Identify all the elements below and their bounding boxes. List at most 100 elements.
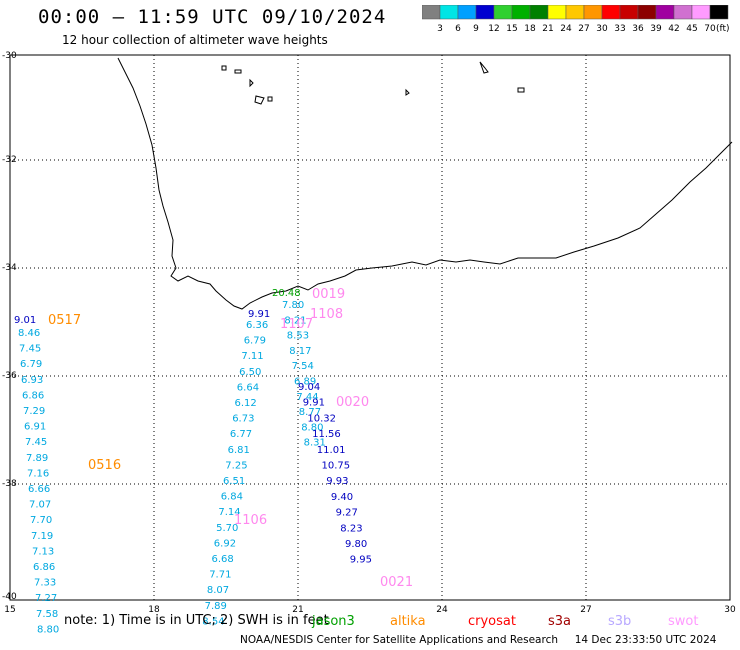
satellite-legend: jason3 altika cryosat s3a s3b swot (311, 614, 698, 629)
longitude-label: 24 (436, 605, 448, 615)
wave-height-value: 8.54 (202, 616, 224, 627)
wave-height-value: 6.81 (228, 445, 250, 456)
wave-height-value: 9.91 (248, 309, 270, 320)
colorbar-label: 70 (704, 24, 716, 34)
map-frame (9, 54, 731, 601)
wave-height-value: 10.75 (322, 461, 351, 472)
wave-height-value: 6.93 (21, 375, 43, 386)
colorbar-label: 6 (455, 24, 461, 34)
wave-height-value: 7.13 (32, 546, 54, 557)
wave-height-value: 7.27 (35, 593, 57, 604)
wave-height-value: 8.77 (299, 407, 321, 418)
axis-labels: 15 18 21 24 27 30 -30 -32 -34 -36 -38 -40 (2, 51, 736, 615)
latitude-label: -40 (2, 592, 17, 602)
footer-credit: NOAA/NESDIS Center for Satellite Applica… (240, 634, 558, 646)
wave-height-value: 7.45 (25, 437, 47, 448)
wave-height-value: 7.14 (218, 507, 240, 518)
wave-height-value: 10.32 (307, 413, 336, 424)
latitude-label: -34 (2, 263, 17, 273)
legend-note: note: 1) Time is in UTC; 2) SWH is in fe… (64, 613, 329, 628)
wave-height-value: 7.19 (31, 531, 53, 542)
wave-height-value: 7.11 (241, 351, 263, 362)
wave-height-value: 7.80 (282, 300, 304, 311)
wave-height-value: 7.33 (34, 578, 56, 589)
footer-timestamp: 14 Dec 23:33:50 UTC 2024 (574, 634, 717, 646)
colorbar-label: 18 (524, 24, 536, 34)
longitude-label: 15 (4, 605, 15, 615)
wave-height-value: 9.27 (336, 508, 358, 519)
wave-height-value: 6.12 (235, 398, 257, 409)
wave-height-value: 6.68 (212, 554, 234, 565)
wave-height-value: 7.54 (292, 361, 314, 372)
wave-height-value: 6.51 (223, 476, 245, 487)
longitude-label: 21 (292, 605, 303, 615)
wave-height-value: 6.64 (237, 382, 259, 393)
latitude-label: -38 (2, 479, 17, 489)
wave-height-value: 6.91 (24, 422, 46, 433)
note-text: note: 1) Time is in UTC; 2) SWH is in fe… (64, 613, 329, 628)
wave-height-value: 20.48 (272, 288, 301, 299)
wave-height-value: 6.77 (230, 429, 252, 440)
wave-height-value: 6.89 (294, 377, 316, 388)
wave-height-value: 6.79 (20, 359, 42, 370)
colorbar-label: 9 (473, 24, 479, 34)
coastline (117, 57, 733, 310)
wave-height-value: 6.86 (22, 390, 44, 401)
colorbar-label: 36 (632, 24, 644, 34)
altimeter-tracks: 8.46 7.45 6.79 6.93 6.86 7.29 6.91 7.45 7.89 7.16… (14, 288, 372, 635)
wave-height-value: 6.50 (239, 367, 261, 378)
colorbar-label: 12 (488, 24, 499, 34)
wave-height-value: 9.04 (298, 382, 320, 393)
map-subtitle: 12 hour collection of altimeter wave hei… (62, 33, 328, 47)
wave-height-value: 8.07 (207, 585, 229, 596)
satellite-name: s3b (608, 614, 631, 629)
wave-height-value: 9.91 (303, 398, 325, 409)
wave-height-value: 8.53 (287, 331, 309, 342)
wave-height-value: 6.79 (244, 336, 266, 347)
pass-time-label: 0019 (312, 287, 345, 302)
wave-height-value: 6.92 (214, 538, 236, 549)
wave-height-value: 11.01 (317, 445, 346, 456)
wave-height-value: 7.25 (225, 460, 247, 471)
wave-height-value: 7.44 (296, 392, 318, 403)
wave-height-value: 8.80 (37, 624, 59, 635)
wave-height-value: 6.73 (232, 414, 254, 425)
longitude-label: 18 (148, 605, 160, 615)
latitude-label: -32 (2, 155, 17, 165)
wave-height-value: 7.45 (19, 344, 41, 355)
wave-height-value: 7.58 (36, 609, 58, 620)
colorbar-label: 33 (614, 24, 625, 34)
longitude-label: 27 (580, 605, 591, 615)
wave-height-value: 6.36 (246, 320, 268, 331)
colorbar-label: 42 (668, 24, 679, 34)
satellite-name: swot (668, 614, 698, 629)
colorbar-label: 30 (596, 24, 608, 34)
satellite-name: altika (390, 614, 426, 629)
wave-height-value: 8.46 (18, 328, 40, 339)
footer: NOAA/NESDIS Center for Satellite Applica… (240, 634, 716, 646)
wave-height-value: 9.40 (331, 492, 353, 503)
wave-height-value: 7.16 (27, 468, 49, 479)
pass-time-label: 0517 (48, 313, 81, 328)
pass-time-label: 1107 (280, 317, 313, 332)
graticule (10, 55, 730, 600)
pass-time-label: 0516 (88, 458, 121, 473)
wave-height-value: 11.56 (312, 429, 341, 440)
wave-height-value: 9.95 (350, 555, 372, 566)
wave-height-value: 6.84 (221, 492, 243, 503)
wave-height-value: 8.80 (301, 422, 323, 433)
satellite-name: s3a (548, 614, 571, 629)
pass-time-label: 0020 (336, 395, 369, 410)
colorbar-swatch (709, 5, 729, 20)
colorbar-label: 24 (560, 24, 572, 34)
pass-time-label: 0021 (380, 575, 413, 590)
colorbar-label: 3 (437, 24, 443, 34)
wave-height-value: 7.71 (209, 570, 231, 581)
color-scale-legend: 3 6 9 12 15 18 21 24 27 30 33 36 39 42 45 70 (ft) (422, 5, 730, 34)
latitude-label: -30 (2, 51, 17, 61)
colorbar-label: 45 (686, 24, 697, 34)
wave-height-value: 8.17 (289, 346, 311, 357)
islands (221, 61, 525, 105)
